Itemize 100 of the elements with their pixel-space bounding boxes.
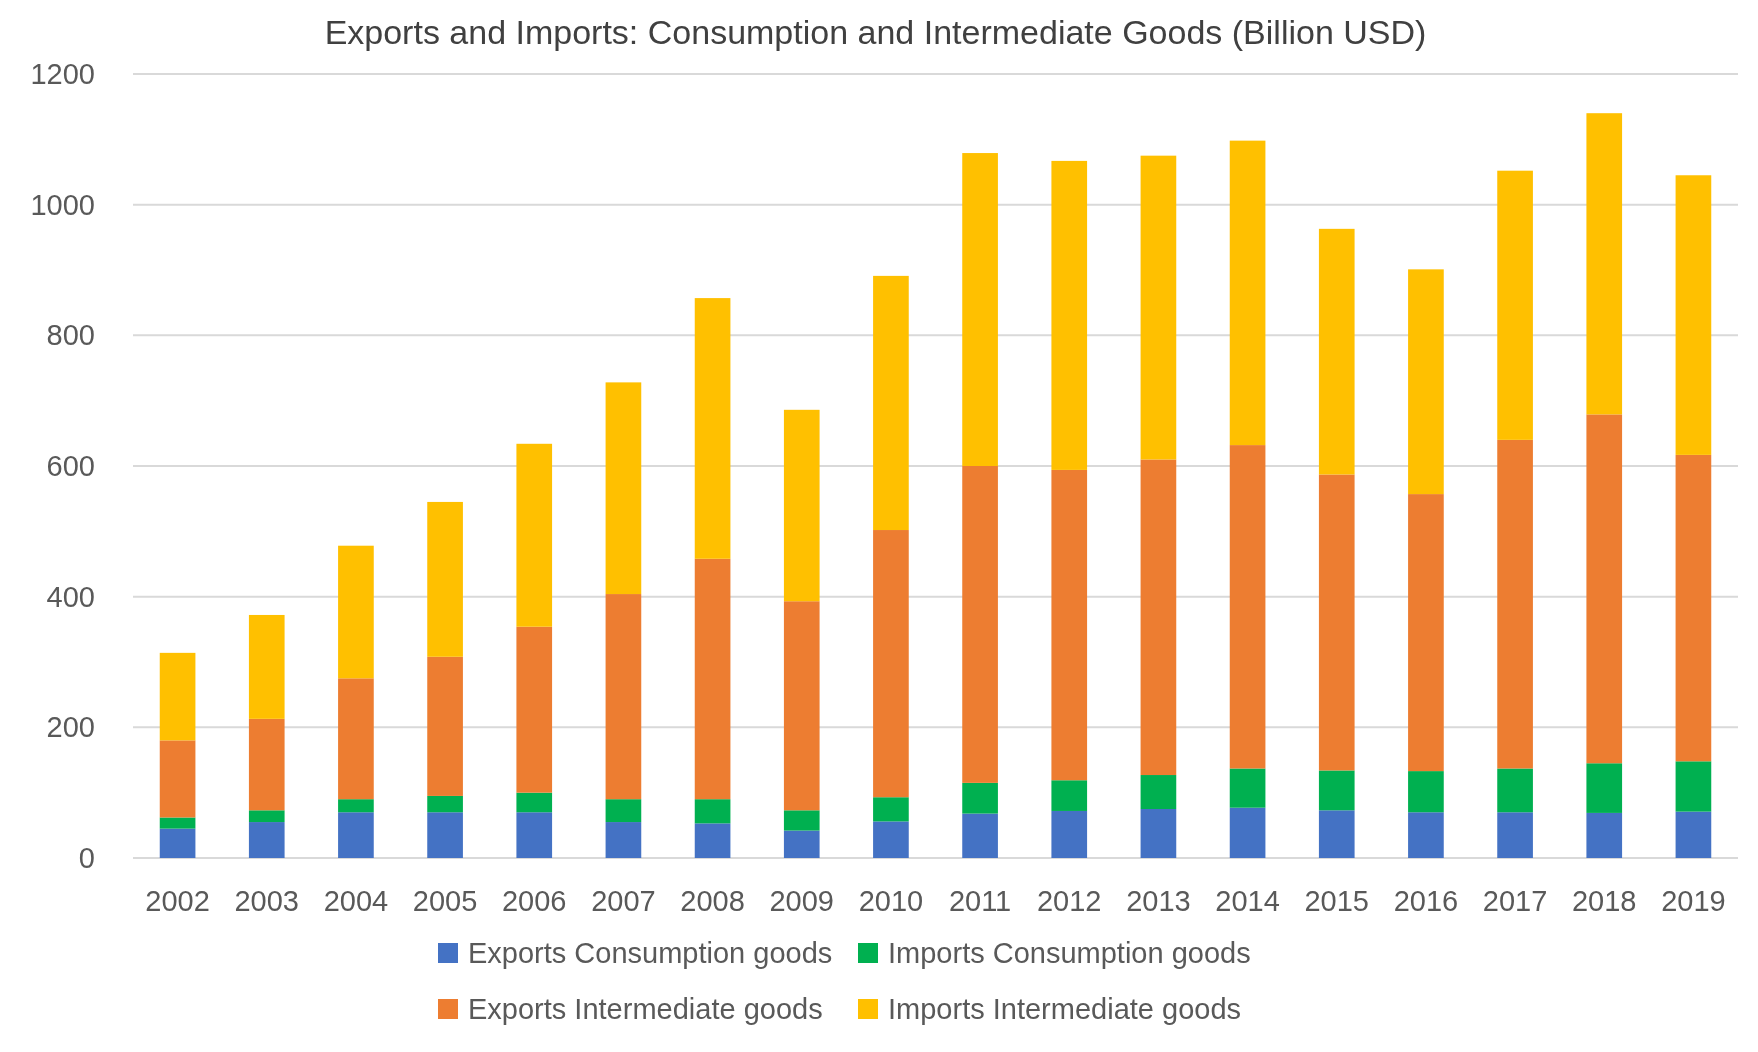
legend-label: Exports Consumption goods <box>468 937 833 970</box>
bar <box>694 558 731 800</box>
bar <box>783 601 820 811</box>
bar <box>1586 763 1623 813</box>
x-tick-label: 2017 <box>1482 885 1548 917</box>
x-tick-label: 2018 <box>1571 885 1637 917</box>
bar <box>338 678 374 800</box>
bar <box>516 792 553 813</box>
bar <box>427 812 463 858</box>
bar <box>1675 175 1712 455</box>
x-tick-label: 2011 <box>948 885 1012 917</box>
y-tick-label: 0 <box>78 842 95 875</box>
bar <box>605 382 642 595</box>
y-tick-label: 600 <box>46 450 95 483</box>
bar <box>1497 768 1533 813</box>
y-tick-label: 1000 <box>30 188 95 221</box>
bar <box>248 718 285 811</box>
x-tick-label: 2015 <box>1304 885 1370 917</box>
chart-title: Exports and Imports: Consumption and Intermediate Goods (Billion USD) <box>324 13 1427 51</box>
bar <box>1229 445 1266 769</box>
bar <box>1586 113 1623 415</box>
bar <box>1140 809 1177 858</box>
y-tick-label: 800 <box>46 319 95 352</box>
y-tick-label: 200 <box>46 711 95 744</box>
bar <box>1140 459 1177 776</box>
bar <box>248 810 285 823</box>
bar <box>1408 812 1444 858</box>
bar <box>1140 155 1177 460</box>
bar <box>873 797 909 822</box>
legend-label: Exports Intermediate goods <box>468 993 823 1026</box>
x-tick-label: 2010 <box>858 885 924 917</box>
x-tick-label: 2019 <box>1661 885 1726 917</box>
x-tick-label: 2008 <box>680 885 745 917</box>
bar <box>783 830 820 858</box>
x-tick-label: 2005 <box>412 885 478 917</box>
bar <box>873 530 909 798</box>
x-tick-label: 2007 <box>591 885 656 917</box>
bar <box>783 409 820 602</box>
bar <box>605 799 642 823</box>
bar <box>1229 768 1266 808</box>
bar <box>159 652 196 741</box>
bar <box>1675 811 1712 858</box>
bar <box>248 822 285 858</box>
x-tick-label: 2016 <box>1393 885 1459 917</box>
x-tick-label: 2004 <box>323 885 389 917</box>
x-tick-label: 2003 <box>234 885 300 917</box>
bar <box>1675 761 1712 812</box>
bar <box>694 823 731 858</box>
bar <box>694 799 731 824</box>
bar <box>1586 812 1623 858</box>
bar <box>1140 775 1177 809</box>
bar <box>338 545 374 679</box>
bar <box>1497 439 1533 769</box>
bar <box>159 817 196 829</box>
bar <box>1318 810 1355 858</box>
bar <box>962 782 998 814</box>
bar <box>1675 454 1712 762</box>
bar <box>1318 474 1355 771</box>
bar <box>338 799 374 813</box>
bar <box>962 813 998 858</box>
bar <box>427 795 463 813</box>
bar <box>873 821 909 858</box>
bar <box>1051 780 1088 811</box>
bar <box>1318 228 1355 475</box>
bar <box>1051 810 1088 858</box>
bar <box>516 626 553 793</box>
bar <box>783 810 820 831</box>
bar <box>962 153 998 466</box>
y-tick-label: 400 <box>46 580 95 613</box>
x-tick-label: 2009 <box>769 885 835 917</box>
bar <box>1408 269 1444 495</box>
bar <box>1408 771 1444 813</box>
y-tick-label: 1200 <box>30 58 95 91</box>
bar <box>1586 414 1623 764</box>
bar <box>1408 494 1444 772</box>
x-tick-label: 2006 <box>501 885 567 917</box>
bar <box>248 614 285 719</box>
bar <box>516 812 553 858</box>
bar <box>962 466 998 783</box>
bar <box>338 812 374 858</box>
bar <box>694 298 731 559</box>
bar <box>427 501 463 657</box>
bar <box>873 275 909 531</box>
legend-label: Imports Consumption goods <box>888 937 1251 970</box>
bar <box>1497 812 1533 858</box>
bar <box>427 656 463 796</box>
x-tick-label: 2013 <box>1126 885 1191 917</box>
x-tick-label: 2014 <box>1215 885 1280 917</box>
bar <box>1051 160 1088 470</box>
x-tick-label: 2002 <box>145 885 210 917</box>
bar <box>1318 770 1355 811</box>
bar <box>605 822 642 858</box>
bar <box>159 828 196 858</box>
bar <box>1229 807 1266 858</box>
bar <box>1051 469 1088 781</box>
bar <box>605 594 642 800</box>
legend-label: Imports Intermediate goods <box>888 993 1242 1026</box>
bar <box>516 443 553 627</box>
bar <box>159 740 196 818</box>
x-tick-label: 2012 <box>1036 885 1102 917</box>
